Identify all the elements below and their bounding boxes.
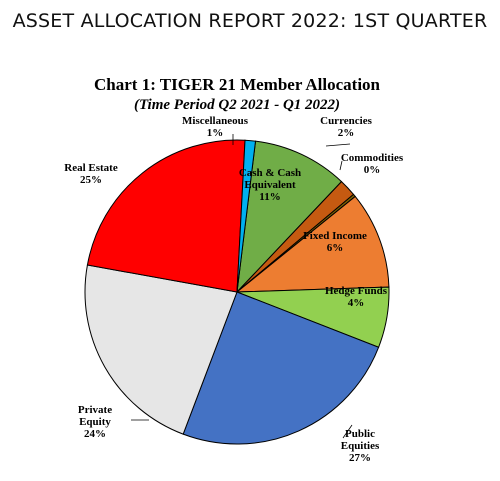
slice-real-estate xyxy=(86,139,246,293)
slice-label-public-equities: Public xyxy=(345,428,375,440)
slice-value-commodities: 0% xyxy=(364,164,381,176)
slice-label-public-equities: Equities xyxy=(341,440,380,452)
slice-value-public-equities: 27% xyxy=(349,452,371,464)
slice-label-commodities: Commodities xyxy=(341,152,404,164)
slice-value-hedge-funds: 4% xyxy=(348,297,365,309)
slice-cash-cash-equivalent xyxy=(236,140,343,294)
slice-value-fixed-income: 6% xyxy=(327,242,344,254)
slice-label-cash-cash-equivalent: Equivalent xyxy=(244,179,296,191)
slice-label-hedge-funds: Hedge Funds xyxy=(325,285,388,297)
leader-line-commodities xyxy=(339,160,343,171)
page-title: ASSET ALLOCATION REPORT 2022: 1ST QUARTE… xyxy=(12,10,488,32)
slice-value-miscellaneous: 1% xyxy=(207,127,224,139)
slice-label-private-equity: Private xyxy=(78,404,112,416)
slice-value-cash-cash-equivalent: 11% xyxy=(259,191,280,203)
slice-private-equity xyxy=(84,264,238,435)
slice-public-equities xyxy=(182,291,380,445)
slice-label-miscellaneous: Miscellaneous xyxy=(182,115,249,127)
slice-label-real-estate: Real Estate xyxy=(64,162,118,174)
slice-value-currencies: 2% xyxy=(338,127,355,139)
slice-fixed-income xyxy=(235,195,390,293)
leader-line-public-equities xyxy=(342,424,353,439)
chart-title: Chart 1: TIGER 21 Member Allocation xyxy=(94,75,381,94)
slice-value-real-estate: 25% xyxy=(80,174,102,186)
slice-label-currencies: Currencies xyxy=(320,115,372,127)
slice-label-private-equity: Equity xyxy=(79,416,111,428)
leader-line-currencies xyxy=(325,143,351,147)
slice-label-cash-cash-equivalent: Cash & Cash xyxy=(239,167,301,179)
slice-value-private-equity: 24% xyxy=(84,428,106,440)
slice-miscellaneous xyxy=(236,139,257,293)
slice-label-fixed-income: Fixed Income xyxy=(303,230,367,242)
chart-subtitle: (Time Period Q2 2021 - Q1 2022) xyxy=(134,97,340,113)
